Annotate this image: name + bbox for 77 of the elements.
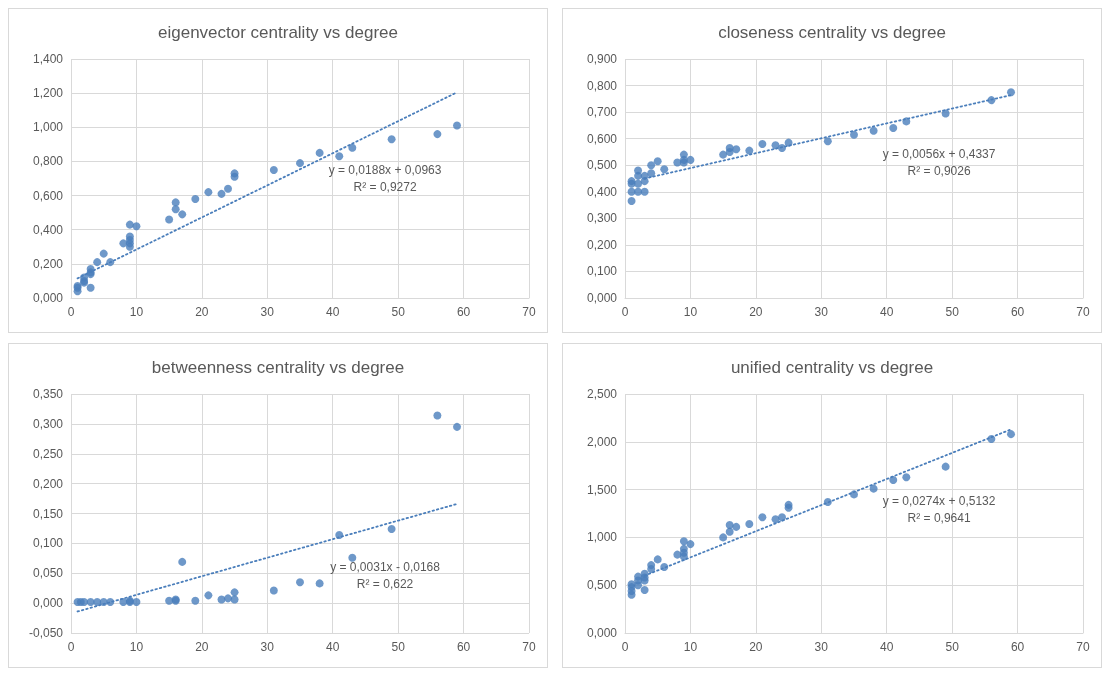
x-tick-label: 50 (391, 640, 406, 654)
x-tick-label: 10 (129, 305, 144, 319)
y-tick-label: 0,400 (32, 222, 64, 237)
x-tick-label: 40 (326, 640, 340, 654)
y-tick-label: 0,200 (32, 256, 64, 271)
y-tick-label: 0,300 (586, 211, 618, 226)
y-tick-label: 0,600 (586, 131, 618, 146)
x-tick-label: 70 (1076, 640, 1090, 654)
x-tick-label: 30 (814, 305, 829, 319)
annotation: y = 0,0274x + 0,5132 (882, 493, 996, 508)
y-tick-label: 0,050 (32, 566, 64, 581)
x-tick-label: 0 (67, 640, 75, 654)
annotation: R² = 0,9641 (907, 510, 971, 525)
y-tick-label: 2,000 (586, 434, 618, 449)
y-tick-label: 0,000 (32, 291, 64, 305)
x-tick-label: 20 (195, 305, 209, 319)
y-tick-label: 2,500 (586, 387, 618, 401)
annotation: R² = 0,622 (356, 576, 414, 591)
y-tick-label: 0,000 (32, 596, 64, 611)
x-tick-label: 30 (260, 640, 275, 654)
y-tick-label: 0,500 (586, 158, 618, 173)
chart-title: betweenness centrality vs degree (151, 358, 405, 377)
y-tick-label: 1,400 (32, 52, 64, 66)
y-tick-label: 0,400 (586, 184, 618, 199)
x-tick-label: 0 (67, 305, 75, 319)
y-tick-label: 0,200 (586, 237, 618, 252)
y-tick-label: -0,050 (28, 626, 64, 640)
y-tick-label: 0,000 (586, 626, 618, 640)
chart-title: eigenvector centrality vs degree (157, 23, 399, 42)
y-tick-label: 0,800 (586, 78, 618, 93)
y-tick-label: 0,150 (32, 506, 64, 521)
y-tick-label: 0,000 (586, 291, 618, 305)
y-tick-label: 0,800 (32, 154, 64, 169)
y-tick-label: 0,100 (32, 536, 64, 551)
y-tick-label: 0,500 (586, 578, 618, 593)
x-tick-label: 60 (1010, 305, 1025, 319)
x-tick-label: 40 (880, 305, 894, 319)
chart-title: unified centrality vs degree (730, 358, 934, 377)
x-tick-label: 30 (260, 305, 275, 319)
x-tick-label: 70 (522, 305, 536, 319)
x-tick-label: 20 (749, 640, 763, 654)
x-tick-label: 70 (1076, 305, 1090, 319)
y-tick-label: 0,200 (32, 476, 64, 491)
chart-title: closeness centrality vs degree (718, 23, 946, 42)
x-tick-label: 60 (456, 305, 471, 319)
x-tick-label: 0 (621, 640, 629, 654)
x-tick-label: 70 (522, 640, 536, 654)
y-tick-label: 1,000 (32, 120, 64, 135)
x-tick-label: 20 (749, 305, 763, 319)
x-tick-label: 50 (391, 305, 406, 319)
y-tick-label: 1,200 (32, 86, 64, 101)
x-tick-label: 30 (814, 640, 829, 654)
x-tick-label: 50 (945, 640, 960, 654)
y-tick-label: 0,100 (586, 264, 618, 279)
x-tick-label: 20 (195, 640, 209, 654)
y-tick-label: 0,700 (586, 105, 618, 120)
y-tick-label: 0,250 (32, 446, 64, 461)
y-tick-label: 1,500 (586, 482, 618, 497)
y-tick-label: 0,600 (32, 188, 64, 203)
annotation: y = 0,0056x + 0,4337 (882, 146, 996, 161)
y-tick-label: 0,350 (32, 387, 64, 401)
annotation: y = 0,0031x - 0,0168 (330, 559, 441, 574)
x-tick-label: 0 (621, 305, 629, 319)
x-tick-label: 60 (1010, 640, 1025, 654)
x-tick-label: 40 (880, 640, 894, 654)
x-tick-label: 50 (945, 305, 960, 319)
annotation: y = 0,0188x + 0,0963 (328, 163, 442, 178)
y-tick-label: 0,300 (32, 416, 64, 431)
x-tick-label: 10 (129, 640, 144, 654)
annotation: R² = 0,9026 (907, 163, 971, 178)
y-tick-label: 0,900 (586, 52, 618, 66)
x-tick-label: 10 (683, 640, 698, 654)
x-tick-label: 40 (326, 305, 340, 319)
x-tick-label: 10 (683, 305, 698, 319)
x-tick-label: 60 (456, 640, 471, 654)
y-tick-label: 1,000 (586, 530, 618, 545)
annotation: R² = 0,9272 (353, 180, 417, 195)
